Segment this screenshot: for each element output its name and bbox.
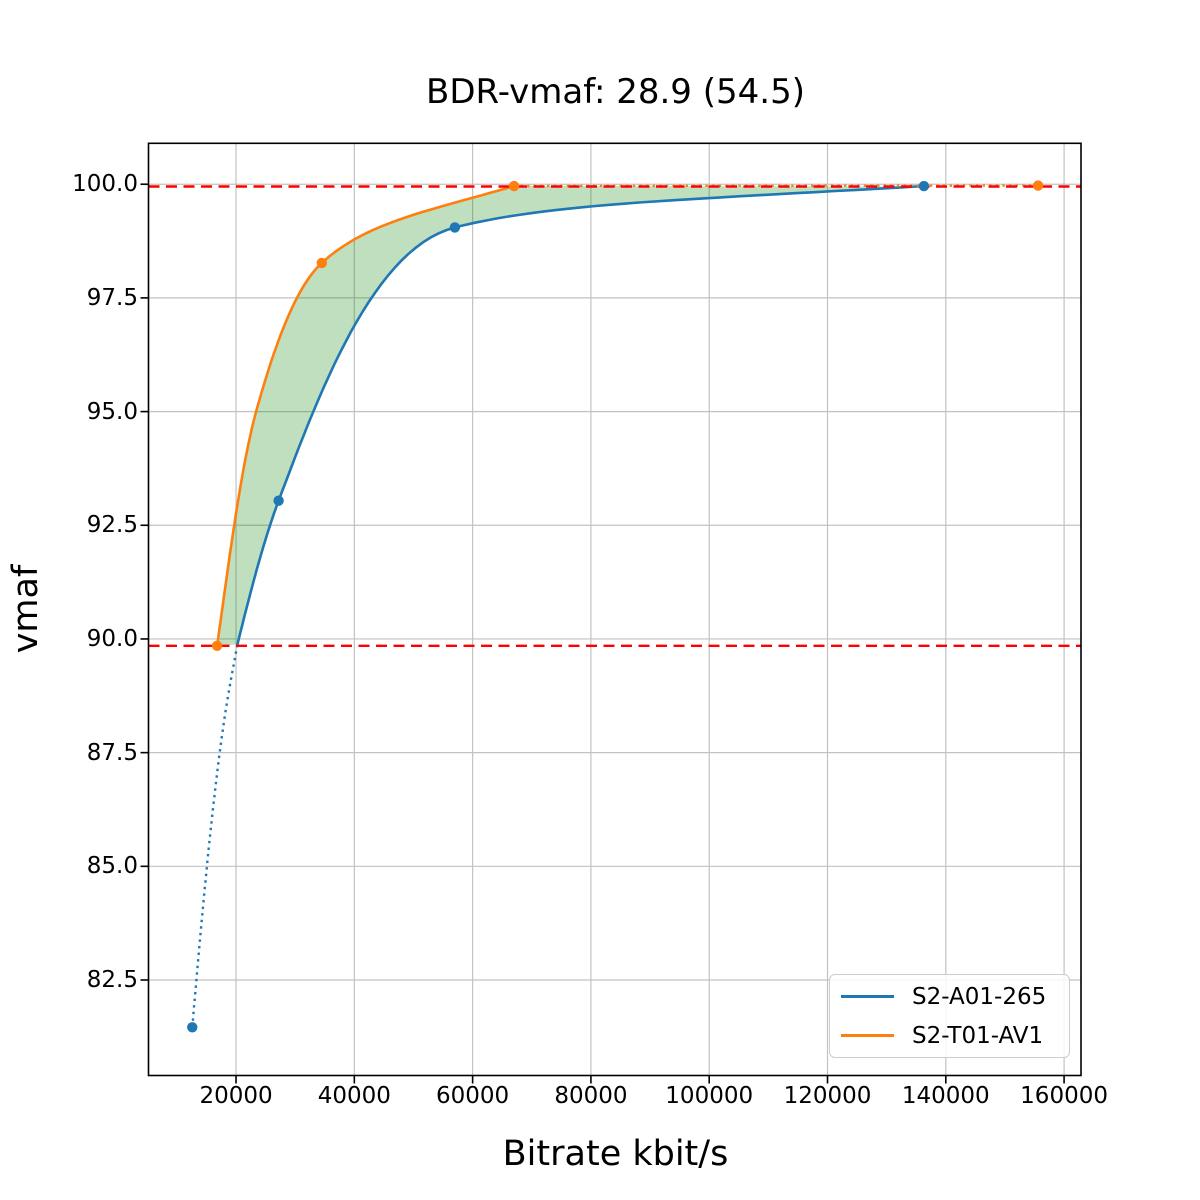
data-point-0 xyxy=(187,1022,198,1033)
series-dotted-curve-0 xyxy=(191,644,239,1028)
legend-line-sample-orange xyxy=(841,1034,894,1037)
x-tick-label: 60000 xyxy=(436,1083,510,1109)
x-tick-label: 120000 xyxy=(783,1083,872,1109)
series-solid-curve-1 xyxy=(215,184,516,648)
x-tick-label: 140000 xyxy=(901,1083,990,1109)
y-tick-label: 82.5 xyxy=(86,967,138,993)
legend: S2-A01-265 S2-T01-AV1 xyxy=(829,974,1070,1058)
x-tick-label: 160000 xyxy=(1020,1083,1108,1109)
data-point-0 xyxy=(273,495,284,506)
axes-spines xyxy=(147,142,1082,1077)
x-tick-label: 40000 xyxy=(317,1083,391,1109)
bd-rate-shaded-area xyxy=(217,186,924,646)
legend-line-sample-blue xyxy=(841,995,894,998)
legend-label: S2-T01-AV1 xyxy=(912,1022,1044,1049)
y-tick-label: 90.0 xyxy=(86,625,138,652)
data-point-1 xyxy=(316,257,327,269)
x-tick-label: 80000 xyxy=(554,1083,628,1109)
legend-label: S2-A01-265 xyxy=(912,983,1047,1010)
y-tick-label: 97.5 xyxy=(86,284,138,311)
x-tick-label: 100000 xyxy=(665,1083,754,1109)
legend-item-s2-t01-av1: S2-T01-AV1 xyxy=(830,1021,1069,1051)
data-point-1 xyxy=(1032,180,1044,191)
legend-item-s2-a01-265: S2-A01-265 xyxy=(830,982,1069,1012)
y-tick-label: 92.5 xyxy=(86,512,138,539)
data-point-1 xyxy=(508,180,520,192)
data-point-0 xyxy=(918,180,930,192)
data-point-0 xyxy=(449,222,461,233)
y-tick-label: 95.0 xyxy=(86,398,138,425)
chart-title: BDR-vmaf: 28.9 (54.5) xyxy=(426,72,805,112)
x-tick-label: 20000 xyxy=(199,1083,273,1109)
series-solid-curve-0 xyxy=(236,184,926,646)
data-point-1 xyxy=(211,640,223,651)
x-axis-label: Bitrate kbit/s xyxy=(502,1134,729,1174)
y-tick-label: 100.0 xyxy=(72,171,138,198)
y-tick-label: 87.5 xyxy=(86,739,138,766)
y-tick-label: 85.0 xyxy=(86,853,138,880)
